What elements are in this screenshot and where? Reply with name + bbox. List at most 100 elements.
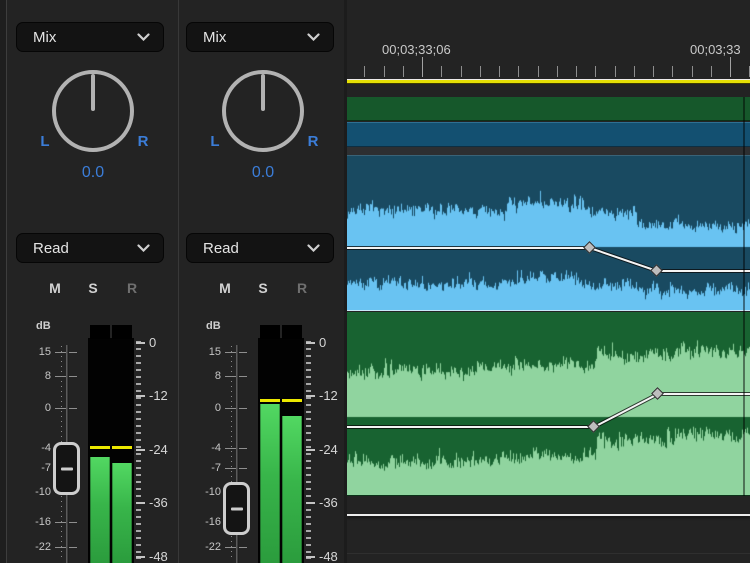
meter-scale-label: -24 (319, 441, 338, 457)
chevron-down-icon (137, 33, 150, 41)
track-divider (347, 553, 750, 554)
meter-scale-tick (306, 342, 315, 344)
pan-left-label: L (40, 133, 50, 150)
minimized-track-green[interactable] (347, 97, 750, 121)
ruler-tick (653, 66, 654, 77)
ruler-tick (383, 66, 385, 77)
meter-scale-tick (136, 342, 145, 344)
timecode-label: 00;03;33;06 (382, 42, 451, 57)
ruler-bottom-line (347, 79, 750, 80)
level-fill (112, 463, 132, 563)
meter-scale-label: -36 (149, 495, 168, 511)
knob-pointer-icon (91, 74, 95, 111)
ruler-tick (556, 66, 558, 77)
work-area-bar[interactable] (347, 80, 750, 84)
pan-left-label: L (210, 133, 220, 150)
chevron-down-icon (137, 244, 150, 252)
audio-clip-2[interactable] (347, 312, 750, 496)
db-unit-label: dB (206, 320, 221, 332)
ruler-tick (576, 66, 577, 77)
db-unit-label: dB (36, 320, 51, 332)
automation-mode-dropdown[interactable]: Read (16, 233, 164, 263)
solo-button[interactable]: S (258, 280, 268, 296)
meter-bar-right (282, 325, 302, 563)
fader-handle[interactable] (223, 482, 250, 535)
fader-scale-label: 8 (44, 370, 51, 382)
ruler-tick (479, 66, 481, 77)
waveform-a2 (347, 312, 750, 495)
ruler-tick (460, 66, 462, 77)
fader-scale-label: -4 (211, 442, 221, 454)
automation-mode-label: Read (203, 239, 239, 257)
fader-scale-label: -10 (35, 486, 51, 498)
ruler-tick (537, 66, 539, 77)
fader-scale-label: -7 (41, 462, 51, 474)
meter-scale-label: -36 (319, 495, 338, 511)
chevron-down-icon (307, 33, 320, 41)
audio-clip-1[interactable] (347, 155, 750, 311)
fader-scale-label: 0 (44, 402, 51, 414)
meter-scale-tick (306, 502, 315, 505)
pan-right-label: R (137, 133, 149, 150)
fader-minor-ticks (231, 346, 232, 558)
solo-button[interactable]: S (88, 280, 98, 296)
timeline-panel: 00;03;33;06 00;03;33 (347, 0, 750, 563)
empty-track-volume-line[interactable] (347, 514, 750, 516)
minimized-track-blue[interactable] (347, 122, 750, 147)
fader-scale-label: -16 (35, 516, 51, 528)
ruler-tick (672, 66, 674, 77)
record-arm-button[interactable]: R (296, 280, 308, 296)
meter-bar-left (90, 325, 110, 563)
ruler-tick (441, 66, 443, 77)
fader-handle[interactable] (53, 442, 80, 495)
level-fill (260, 404, 280, 563)
meter-bar-left (260, 325, 280, 563)
meter-scale-tick (136, 448, 145, 451)
track-gap (347, 147, 750, 155)
ruler-tick (730, 57, 731, 77)
record-arm-button[interactable]: R (126, 280, 138, 296)
meter-cap-right (282, 325, 302, 339)
pan-knob[interactable] (222, 70, 304, 152)
meter-scale-label: 0 (319, 335, 327, 350)
ruler-tick (614, 66, 616, 77)
meter-scale-tick (136, 395, 145, 398)
timecode-ruler[interactable]: 00;03;33;06 00;03;33 (347, 0, 750, 79)
knob-pointer-icon (261, 74, 265, 111)
channel-input-dropdown[interactable]: Mix (186, 22, 334, 52)
fader-track[interactable] (236, 345, 239, 563)
pan-knob[interactable] (52, 70, 134, 152)
pan-value[interactable]: 0.0 (81, 164, 105, 181)
mixer-channel-1: Mix L R 0.0 Read M S R dB 15 8 0 -4 -7 -10 -16… (10, 0, 178, 563)
meter-scale-label: -12 (149, 388, 168, 404)
timecode-label: 00;03;33 (690, 42, 741, 57)
panel-edge (0, 0, 6, 563)
peak-indicator (282, 399, 302, 403)
level-fill (282, 416, 302, 563)
mute-button[interactable]: M (49, 280, 61, 296)
meter-cap-left (260, 325, 280, 339)
volume-rubber-band[interactable] (347, 156, 750, 311)
ruler-tick (402, 66, 404, 77)
ruler-tick (422, 57, 423, 77)
clip-edit-point[interactable] (743, 97, 745, 496)
ruler-tick (710, 66, 712, 77)
fader-scale-label: 8 (214, 370, 221, 382)
channel-input-dropdown[interactable]: Mix (16, 22, 164, 52)
mute-button[interactable]: M (219, 280, 231, 296)
automation-mode-dropdown[interactable]: Read (186, 233, 334, 263)
meter-bar-right (112, 325, 132, 563)
meter-scale-label: -48 (319, 548, 338, 563)
pan-right-label: R (307, 133, 319, 150)
fader-scale-label: -22 (35, 541, 51, 553)
meter-scale-tick (136, 555, 145, 558)
channel-input-label: Mix (33, 28, 57, 46)
fader-scale-label: -16 (205, 516, 221, 528)
meter-scale-tick (306, 555, 315, 558)
pan-value[interactable]: 0.0 (251, 164, 275, 181)
chevron-down-icon (307, 244, 320, 252)
fader-scale-label: 15 (208, 346, 221, 358)
volume-rubber-band[interactable] (347, 312, 750, 496)
waveform-a1 (347, 156, 750, 311)
